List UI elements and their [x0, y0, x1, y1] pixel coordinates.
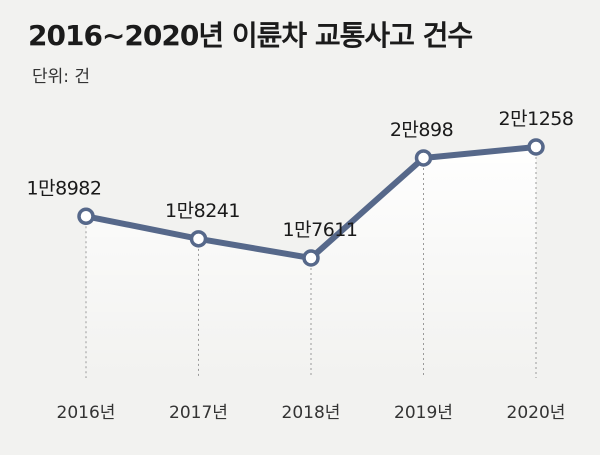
- data-point: [414, 149, 433, 167]
- data-label: 1만8982: [27, 177, 102, 199]
- data-label: 2만1258: [499, 108, 574, 130]
- unit-label: 단위: 건: [32, 67, 91, 87]
- data-label: 2만898: [390, 119, 453, 141]
- data-point: [527, 138, 545, 156]
- data-label: 1만8241: [165, 200, 240, 222]
- x-tick-label: 2020년: [507, 403, 566, 423]
- data-point: [77, 207, 95, 226]
- data-label: 1만7611: [283, 219, 358, 241]
- x-tick-label: 2018년: [282, 403, 341, 423]
- x-tick-label: 2016년: [57, 403, 116, 423]
- x-tick-label: 2019년: [394, 403, 453, 423]
- data-point: [189, 230, 208, 248]
- data-point: [302, 249, 320, 267]
- x-tick-label: 2017년: [169, 403, 228, 423]
- chart-title: 2016~2020년 이륜차 교통사고 건수: [28, 19, 473, 52]
